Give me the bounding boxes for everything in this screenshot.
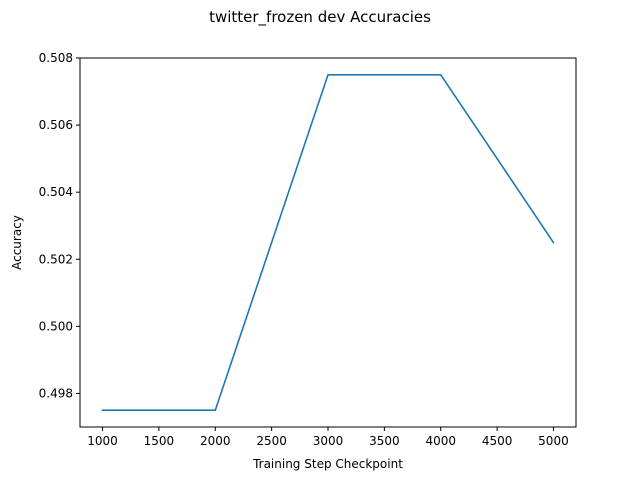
- plot-area: 1000 1500 2000 2500 3000 3500 4000 4500 5000 0.4…: [39, 51, 577, 448]
- x-tick-label: 2000: [200, 434, 231, 448]
- y-tick-label: 0.504: [39, 185, 73, 199]
- y-tick-label: 0.506: [39, 118, 73, 132]
- y-tick-label: 0.500: [39, 319, 73, 333]
- y-tick-label: 0.508: [39, 51, 73, 65]
- x-axis-label: Training Step Checkpoint: [252, 457, 403, 471]
- y-axis: 0.498 0.500 0.502 0.504 0.506 0.508: [39, 51, 80, 400]
- chart-title: twitter_frozen dev Accuracies: [209, 8, 431, 27]
- series-line: [101, 73, 555, 412]
- x-tick-label: 5000: [538, 434, 569, 448]
- x-tick-label: 2500: [256, 434, 287, 448]
- x-tick-label: 3500: [369, 434, 400, 448]
- y-axis-label: Accuracy: [10, 215, 24, 270]
- y-tick-label: 0.498: [39, 386, 73, 400]
- x-axis: 1000 1500 2000 2500 3000 3500 4000 4500 5000: [87, 427, 569, 448]
- x-tick-label: 4000: [425, 434, 456, 448]
- plot-frame: [79, 57, 577, 428]
- x-tick-label: 4500: [482, 434, 513, 448]
- y-tick-label: 0.502: [39, 252, 73, 266]
- series-layer: [101, 73, 555, 412]
- x-tick-label: 1500: [144, 434, 175, 448]
- x-tick-label: 1000: [87, 434, 118, 448]
- x-tick-label: 3000: [313, 434, 344, 448]
